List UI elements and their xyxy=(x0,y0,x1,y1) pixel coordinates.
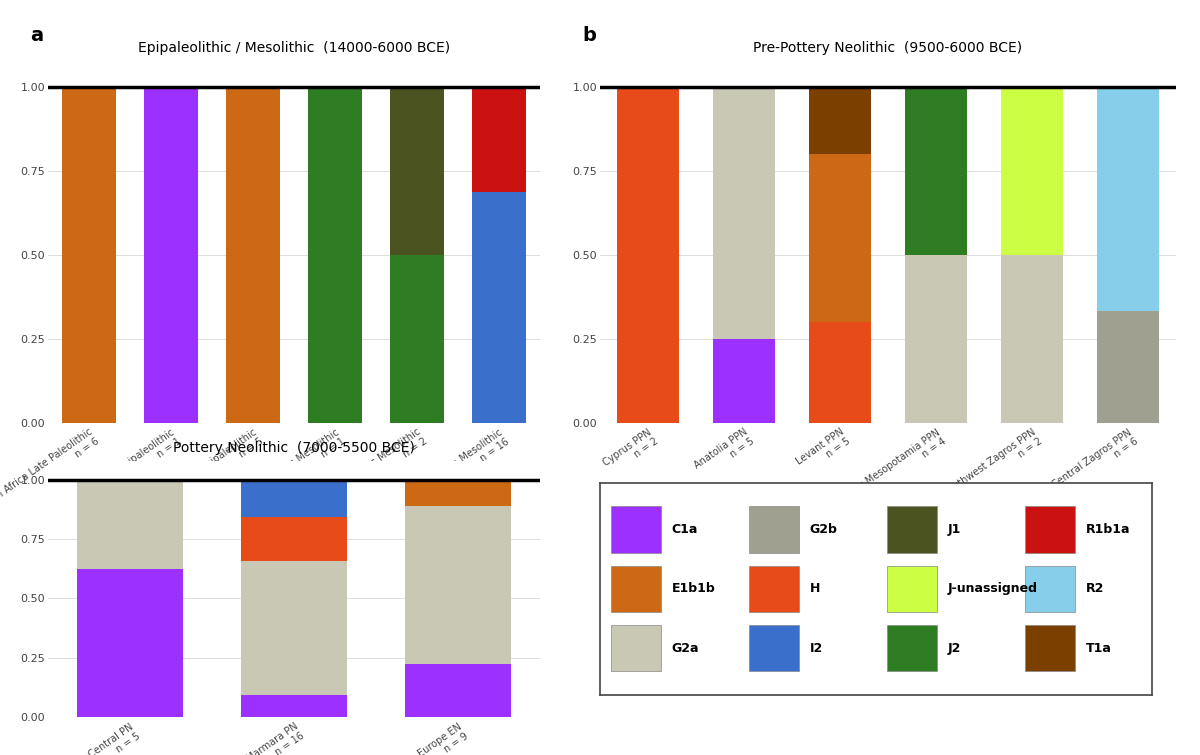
Bar xyxy=(390,88,444,255)
Text: I2: I2 xyxy=(810,642,823,655)
Bar xyxy=(404,479,511,506)
Bar xyxy=(390,255,444,423)
Bar xyxy=(144,88,198,423)
Bar xyxy=(1001,255,1063,423)
Bar xyxy=(62,88,115,423)
Text: J1: J1 xyxy=(948,523,961,536)
Bar xyxy=(77,479,184,569)
FancyBboxPatch shape xyxy=(611,625,661,671)
FancyBboxPatch shape xyxy=(611,507,661,553)
Bar xyxy=(241,695,347,717)
FancyBboxPatch shape xyxy=(887,507,937,553)
Title: Pre-Pottery Neolithic  (9500-6000 BCE): Pre-Pottery Neolithic (9500-6000 BCE) xyxy=(754,41,1022,55)
Bar xyxy=(241,561,347,695)
FancyBboxPatch shape xyxy=(611,565,661,612)
Bar xyxy=(404,506,511,664)
FancyBboxPatch shape xyxy=(749,625,799,671)
Bar xyxy=(617,88,679,423)
Bar xyxy=(713,88,775,339)
Bar xyxy=(905,88,967,255)
Title: Epipaleolithic / Mesolithic  (14000-6000 BCE): Epipaleolithic / Mesolithic (14000-6000 … xyxy=(138,41,450,55)
Text: R1b1a: R1b1a xyxy=(1086,523,1130,536)
FancyBboxPatch shape xyxy=(1025,507,1075,553)
FancyBboxPatch shape xyxy=(887,565,937,612)
Bar xyxy=(241,479,347,516)
Bar xyxy=(308,88,361,423)
Text: T1a: T1a xyxy=(1086,642,1111,655)
Text: H: H xyxy=(810,582,820,596)
Text: J2: J2 xyxy=(948,642,961,655)
Text: a: a xyxy=(30,26,43,45)
Text: C1a: C1a xyxy=(672,523,698,536)
Bar xyxy=(809,322,871,423)
FancyBboxPatch shape xyxy=(749,507,799,553)
Bar xyxy=(713,339,775,423)
Bar xyxy=(905,255,967,423)
Bar xyxy=(809,154,871,322)
Bar xyxy=(227,88,280,423)
Bar xyxy=(1097,311,1159,423)
Text: b: b xyxy=(582,26,596,45)
FancyBboxPatch shape xyxy=(1025,565,1075,612)
Bar xyxy=(241,516,347,561)
Text: E1b1b: E1b1b xyxy=(672,582,715,596)
Bar xyxy=(1001,88,1063,255)
FancyBboxPatch shape xyxy=(887,625,937,671)
Bar xyxy=(809,88,871,154)
FancyBboxPatch shape xyxy=(1025,625,1075,671)
Bar xyxy=(404,664,511,717)
Bar xyxy=(473,192,526,423)
Text: G2a: G2a xyxy=(672,642,700,655)
Bar xyxy=(1097,88,1159,311)
Text: G2b: G2b xyxy=(810,523,838,536)
Bar xyxy=(473,88,526,192)
Bar xyxy=(77,569,184,717)
Text: J-unassigned: J-unassigned xyxy=(948,582,1038,596)
Text: R2: R2 xyxy=(1086,582,1104,596)
Title: Pottery Neolithic  (7000-5500 BCE): Pottery Neolithic (7000-5500 BCE) xyxy=(173,441,415,455)
FancyBboxPatch shape xyxy=(749,565,799,612)
